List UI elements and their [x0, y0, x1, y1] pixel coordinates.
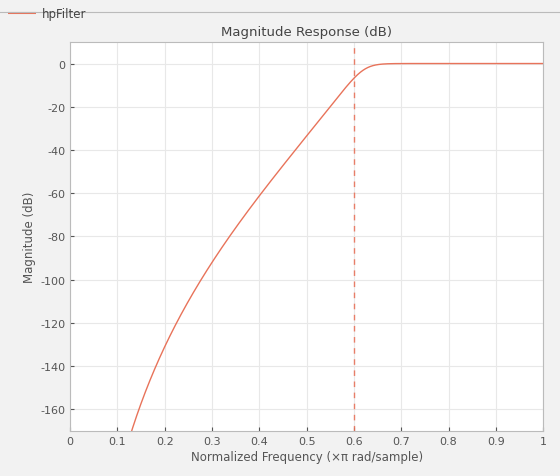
Text: hpFilter: hpFilter	[42, 8, 86, 21]
Y-axis label: Magnitude (dB): Magnitude (dB)	[23, 191, 36, 282]
X-axis label: Normalized Frequency (×π rad/sample): Normalized Frequency (×π rad/sample)	[190, 450, 423, 463]
Title: Magnitude Response (dB): Magnitude Response (dB)	[221, 26, 392, 39]
